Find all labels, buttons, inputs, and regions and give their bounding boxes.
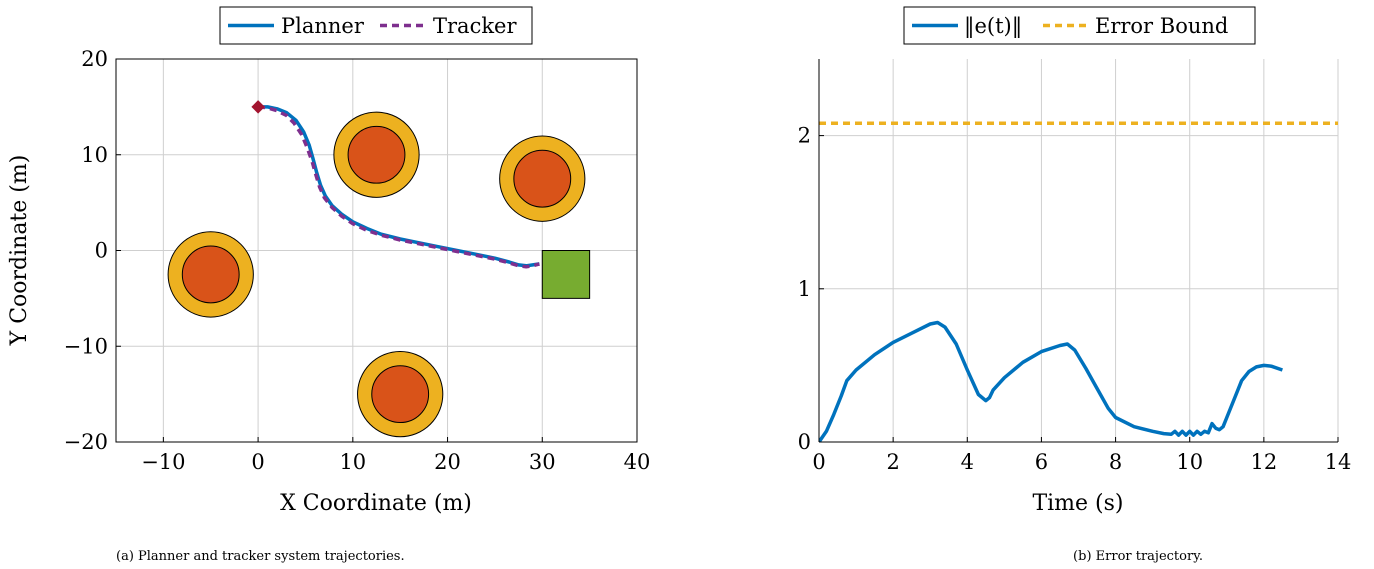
x-tick-label: 30 bbox=[529, 450, 556, 474]
obstacle-group bbox=[167, 111, 586, 438]
left-x-axis-label: X Coordinate (m) bbox=[280, 491, 472, 516]
x-tick-label: 14 bbox=[1325, 450, 1352, 474]
y-tick-label: 20 bbox=[81, 47, 108, 71]
x-tick-label: 12 bbox=[1250, 450, 1277, 474]
obstacle-core bbox=[371, 365, 430, 424]
y-tick-label: 2 bbox=[798, 124, 811, 148]
obstacle-core bbox=[347, 125, 406, 184]
start-marker bbox=[251, 100, 265, 114]
x-tick-label: 8 bbox=[1109, 450, 1122, 474]
x-tick-label: 6 bbox=[1035, 450, 1048, 474]
trajectory-chart: −10 0 10 20 30 40 −20 −10 0 10 20 X Coordinate (m)… bbox=[7, 6, 651, 564]
legend-error-label: ‖e(t)‖ bbox=[964, 14, 1022, 39]
left-legend: Planner Tracker bbox=[219, 6, 533, 45]
legend-planner-label: Planner bbox=[281, 14, 365, 38]
goal-region bbox=[541, 250, 591, 299]
tracker-line bbox=[257, 105, 540, 269]
start-marker-group bbox=[251, 100, 265, 114]
error-norm-line bbox=[819, 320, 1283, 442]
x-tick-label: 10 bbox=[1176, 450, 1203, 474]
obstacle-core bbox=[513, 149, 572, 208]
left-series-group bbox=[257, 105, 540, 269]
x-tick-label: 4 bbox=[961, 450, 974, 474]
right-gridlines bbox=[819, 59, 1339, 442]
obstacle-core bbox=[181, 245, 240, 304]
x-tick-label: 40 bbox=[624, 450, 651, 474]
y-tick-label: 1 bbox=[798, 277, 811, 301]
x-tick-label: 10 bbox=[339, 450, 366, 474]
right-legend: ‖e(t)‖ Error Bound bbox=[903, 6, 1256, 45]
y-tick-label: 0 bbox=[95, 239, 108, 263]
left-y-axis-label: Y Coordinate (m) bbox=[7, 155, 32, 347]
legend-bound-label: Error Bound bbox=[1095, 14, 1228, 38]
right-series-group bbox=[819, 121, 1338, 442]
y-tick-label: 0 bbox=[798, 430, 811, 454]
legend-tracker-label: Tracker bbox=[433, 14, 517, 38]
right-caption: (b) Error trajectory. bbox=[1073, 549, 1203, 564]
x-tick-label: 2 bbox=[886, 450, 899, 474]
x-tick-label: 0 bbox=[812, 450, 825, 474]
left-tick-labels: −10 0 10 20 30 40 −20 −10 0 10 20 bbox=[64, 47, 651, 474]
y-tick-label: 10 bbox=[81, 143, 108, 167]
left-caption: (a) Planner and tracker system trajector… bbox=[116, 549, 405, 564]
y-tick-label: −10 bbox=[64, 334, 108, 358]
y-tick-label: −20 bbox=[64, 430, 108, 454]
x-tick-label: 0 bbox=[251, 450, 264, 474]
x-tick-label: 20 bbox=[434, 450, 461, 474]
right-x-axis-label: Time (s) bbox=[1032, 491, 1123, 516]
goal-region-group bbox=[541, 250, 591, 299]
x-tick-label: −10 bbox=[141, 450, 185, 474]
